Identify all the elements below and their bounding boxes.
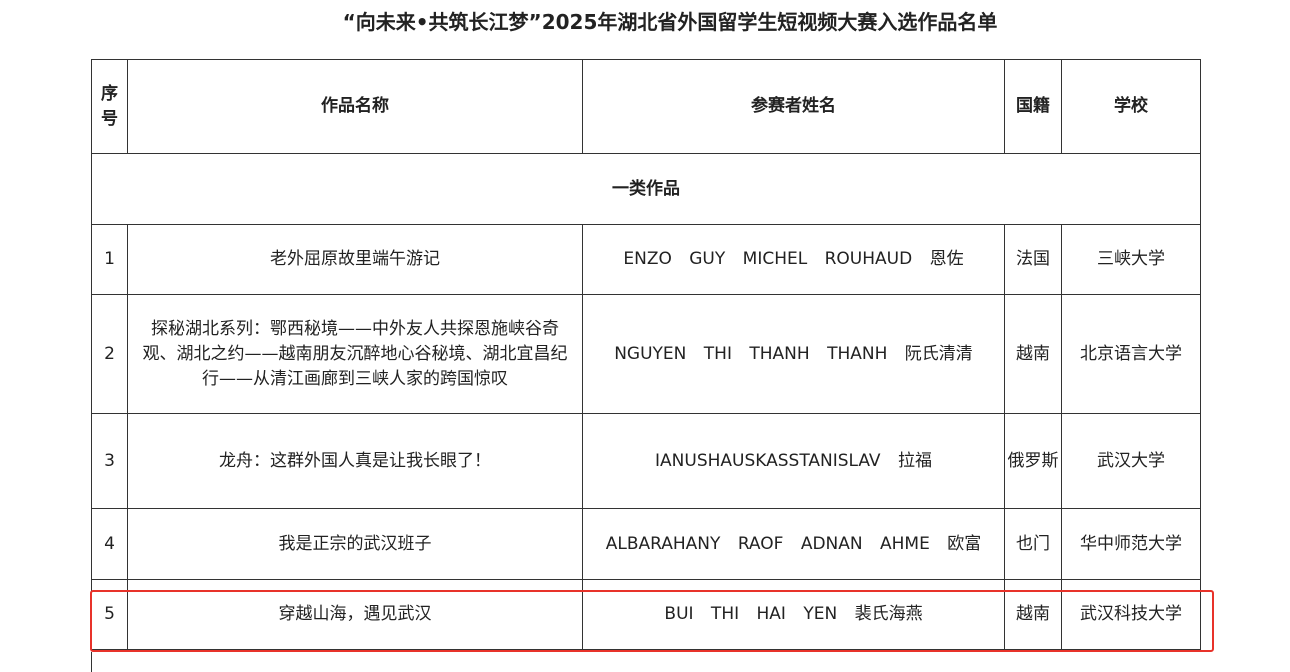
table-header-row: 序号 作品名称 参赛者姓名 国籍 学校 [91, 59, 1201, 154]
work-title: 穿越山海，遇见武汉 [127, 579, 583, 650]
row-number: 1 [91, 224, 128, 295]
row-number: 2 [91, 294, 128, 414]
header-school: 学校 [1061, 59, 1201, 154]
participant-name: ALBARAHANY RAOF ADNAN AHME 欧富 [582, 508, 1005, 580]
participant-name: BUI THI HAI YEN 裴氏海燕 [582, 579, 1005, 650]
work-title: 我是正宗的武汉班子 [127, 508, 583, 580]
table-row: 2 探秘湖北系列：鄂西秘境——中外友人共探恩施峡谷奇观、湖北之约——越南朋友沉醉地… [91, 294, 1201, 414]
row-number: 3 [91, 413, 128, 509]
participant-name: ENZO GUY MICHEL ROUHAUD 恩佐 [582, 224, 1005, 295]
page-title: “向未来•共筑长江梦”2025年湖北省外国留学生短视频大赛入选作品名单 [342, 10, 998, 34]
nationality: 也门 [1004, 508, 1062, 580]
nationality: 越南 [1004, 579, 1062, 650]
table-row: 4 我是正宗的武汉班子 ALBARAHANY RAOF ADNAN AHME 欧富也… [91, 508, 1201, 580]
table-border [91, 652, 92, 672]
row-number: 4 [91, 508, 128, 580]
works-table: 序号 作品名称 参赛者姓名 国籍 学校 一类作品 1 老外屈原故里端午游记 ENZO… [91, 59, 1201, 650]
work-title: 龙舟：这群外国人真是让我长眼了！ [127, 413, 583, 509]
header-name: 参赛者姓名 [582, 59, 1005, 154]
category-label: 一类作品 [91, 153, 1201, 225]
table-row: 3 龙舟：这群外国人真是让我长眼了！ IANUSHAUSKASSTANISLAV 拉… [91, 413, 1201, 509]
nationality: 越南 [1004, 294, 1062, 414]
table-row: 5 穿越山海，遇见武汉 BUI THI HAI YEN 裴氏海燕 越南 武汉科技大学 [91, 579, 1201, 650]
participant-name: IANUSHAUSKASSTANISLAV 拉福 [582, 413, 1005, 509]
school: 华中师范大学 [1061, 508, 1201, 580]
participant-name: NGUYEN THI THANH THANH 阮氏清清 [582, 294, 1005, 414]
school: 武汉科技大学 [1061, 579, 1201, 650]
school: 北京语言大学 [1061, 294, 1201, 414]
nationality: 俄罗斯 [1004, 413, 1062, 509]
header-nationality: 国籍 [1004, 59, 1062, 154]
header-no: 序号 [91, 59, 128, 154]
school: 三峡大学 [1061, 224, 1201, 295]
category-row: 一类作品 [91, 153, 1201, 225]
nationality: 法国 [1004, 224, 1062, 295]
header-work: 作品名称 [127, 59, 583, 154]
row-number: 5 [91, 579, 128, 650]
work-title: 老外屈原故里端午游记 [127, 224, 583, 295]
table-row: 1 老外屈原故里端午游记 ENZO GUY MICHEL ROUHAUD 恩佐 法国三… [91, 224, 1201, 295]
school: 武汉大学 [1061, 413, 1201, 509]
work-title: 探秘湖北系列：鄂西秘境——中外友人共探恩施峡谷奇观、湖北之约——越南朋友沉醉地心… [127, 294, 583, 414]
